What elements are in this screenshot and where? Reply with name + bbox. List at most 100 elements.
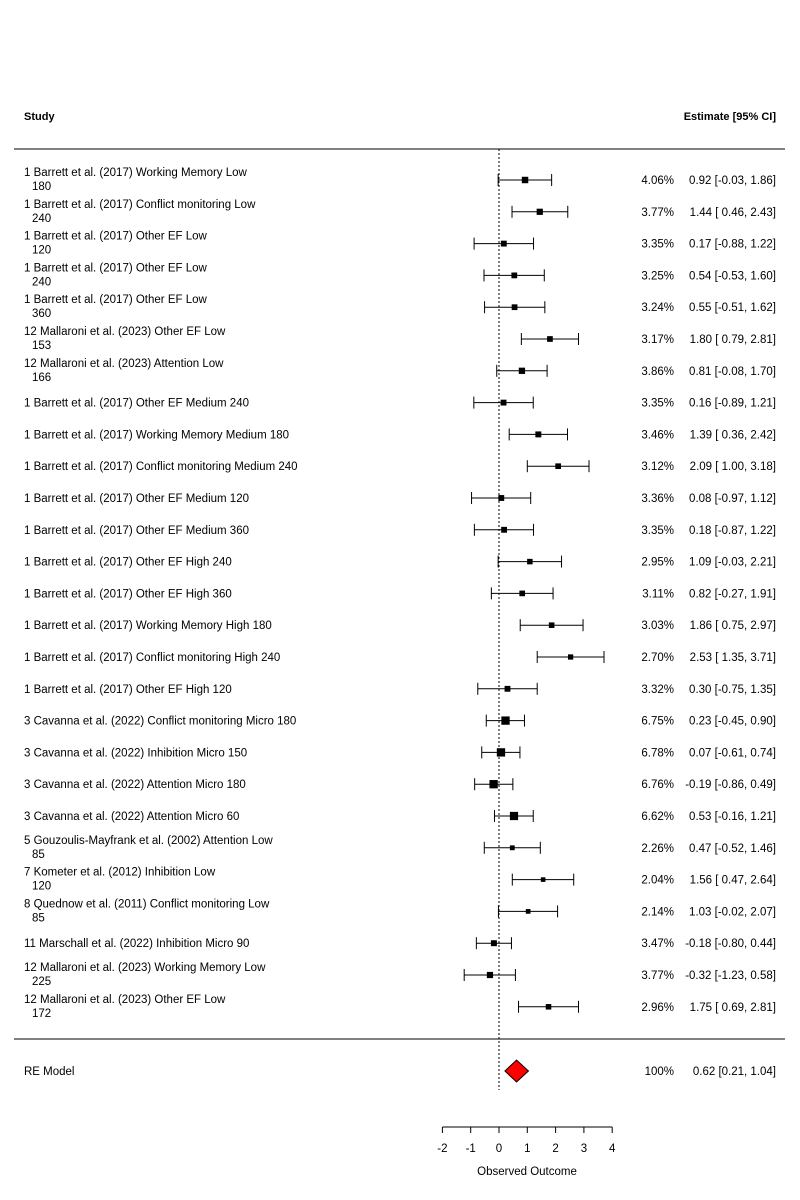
study-weight: 3.35%: [641, 239, 674, 251]
study-row: 1 Barrett et al. (2017) Other EF Low 360 3…: [24, 294, 776, 320]
study-estimate: 0.82 [-0.27, 1.91]: [689, 588, 776, 600]
point-estimate: [519, 590, 526, 597]
study-weight: 2.96%: [641, 1002, 674, 1014]
study-label: 1 Barrett et al. (2017) Other EF Medium …: [24, 398, 249, 410]
study-label-sub: 240: [32, 213, 51, 225]
study-rows: 1 Barrett et al. (2017) Working Memory L…: [24, 167, 776, 1020]
point-estimate: [567, 654, 574, 660]
study-weight: 2.26%: [641, 843, 674, 855]
study-estimate: 0.23 [-0.45, 0.90]: [689, 716, 776, 728]
study-estimate: 0.08 [-0.97, 1.12]: [689, 493, 776, 505]
study-row: 1 Barrett et al. (2017) Conflict monitor…: [24, 651, 776, 664]
study-label-sub: 225: [32, 976, 51, 988]
point-estimate: [500, 399, 507, 406]
study-estimate: 0.81 [-0.08, 1.70]: [689, 366, 776, 378]
point-estimate: [489, 780, 498, 789]
study-row: 3 Cavanna et al. (2022) Attention Micro …: [24, 778, 776, 791]
study-row: 3 Cavanna et al. (2022) Conflict monitor…: [24, 714, 776, 728]
study-row: 12 Mallaroni et al. (2023) Other EF Low 1…: [24, 326, 776, 352]
study-weight: 3.32%: [641, 684, 674, 696]
study-weight: 3.77%: [641, 207, 674, 219]
point-estimate: [511, 272, 518, 279]
study-label: 3 Cavanna et al. (2022) Attention Micro …: [24, 779, 246, 791]
study-row: 1 Barrett et al. (2017) Working Memory H…: [24, 619, 776, 632]
study-weight: 3.25%: [641, 270, 674, 282]
study-weight: 3.36%: [641, 493, 674, 505]
study-weight: 3.11%: [642, 588, 674, 600]
point-estimate: [498, 495, 505, 501]
study-weight: 2.70%: [641, 652, 674, 664]
study-label: 3 Cavanna et al. (2022) Inhibition Micro…: [24, 747, 247, 759]
point-estimate: [540, 877, 546, 882]
study-weight: 3.77%: [641, 970, 674, 982]
study-weight: 2.95%: [641, 557, 674, 569]
study-estimate: -0.19 [-0.86, 0.49]: [685, 779, 776, 791]
study-row: 1 Barrett et al. (2017) Other EF Low 120 3…: [24, 231, 776, 257]
study-estimate: -0.18 [-0.80, 0.44]: [685, 938, 776, 950]
study-label: 1 Barrett et al. (2017) Other EF Low: [24, 262, 207, 274]
study-weight: 3.12%: [641, 461, 674, 473]
point-estimate: [501, 716, 510, 725]
study-row: 1 Barrett et al. (2017) Other EF High 12…: [24, 682, 776, 696]
study-row: 1 Barrett et al. (2017) Working Memory L…: [24, 167, 776, 193]
study-row: 3 Cavanna et al. (2022) Inhibition Micro…: [24, 746, 776, 759]
point-estimate: [500, 240, 507, 247]
study-weight: 4.06%: [641, 175, 674, 187]
estimate-column-header: Estimate [95% CI]: [684, 111, 777, 123]
x-tick-label: 2: [552, 1143, 558, 1155]
x-tick-label: 3: [581, 1143, 587, 1155]
study-weight: 2.14%: [641, 906, 674, 918]
study-estimate: 0.53 [-0.16, 1.21]: [689, 811, 776, 823]
study-row: 1 Barrett et al. (2017) Other EF High 36…: [24, 587, 776, 600]
point-estimate: [545, 1004, 552, 1010]
study-estimate: 1.80 [ 0.79, 2.81]: [690, 334, 776, 346]
point-estimate: [511, 304, 518, 311]
study-label: 5 Gouzoulis-Mayfrank et al. (2002) Atten…: [24, 835, 273, 847]
point-estimate: [496, 748, 506, 757]
point-estimate: [527, 558, 533, 565]
study-estimate: 1.39 [ 0.36, 2.42]: [690, 429, 776, 441]
point-estimate: [536, 208, 543, 215]
study-row: 1 Barrett et al. (2017) Other EF Medium …: [24, 523, 776, 537]
study-estimate: 2.53 [ 1.35, 3.71]: [690, 652, 776, 664]
study-label: 11 Marschall et al. (2022) Inhibition Mi…: [24, 938, 249, 950]
x-tick-label: 1: [524, 1143, 530, 1155]
study-estimate: 0.18 [-0.87, 1.22]: [689, 525, 776, 537]
point-estimate: [486, 971, 494, 979]
x-axis: -2 -1 0 1 2 3 4: [437, 1126, 616, 1155]
x-tick-label: -2: [437, 1143, 447, 1155]
study-estimate: 0.55 [-0.51, 1.62]: [689, 302, 776, 314]
study-label: 1 Barrett et al. (2017) Conflict monitor…: [24, 652, 280, 664]
summary-estimate: 0.62 [0.21, 1.04]: [693, 1066, 776, 1078]
study-label: 1 Barrett et al. (2017) Working Memory M…: [24, 429, 289, 441]
study-label: 1 Barrett et al. (2017) Other EF Medium …: [24, 493, 249, 505]
study-estimate: 1.86 [ 0.75, 2.97]: [690, 620, 776, 632]
study-label: 3 Cavanna et al. (2022) Attention Micro …: [24, 811, 239, 823]
study-label: 1 Barrett et al. (2017) Conflict monitor…: [24, 461, 298, 473]
study-label-sub: 166: [32, 372, 51, 384]
study-estimate: 1.44 [ 0.46, 2.43]: [690, 207, 776, 219]
study-weight: 3.35%: [641, 525, 674, 537]
study-label: 1 Barrett et al. (2017) Other EF High 24…: [24, 557, 232, 569]
point-estimate: [509, 811, 519, 821]
study-row: 12 Mallaroni et al. (2023) Attention Low…: [24, 358, 776, 384]
study-estimate: 0.17 [-0.88, 1.22]: [689, 239, 776, 251]
study-column-header: Study: [24, 111, 55, 123]
study-row: 12 Mallaroni et al. (2023) Other EF Low 1…: [24, 994, 776, 1020]
study-estimate: 0.92 [-0.03, 1.86]: [689, 175, 776, 187]
study-estimate: 1.09 [-0.03, 2.21]: [689, 557, 776, 569]
study-label: 12 Mallaroni et al. (2023) Other EF Low: [24, 994, 226, 1006]
study-estimate: 0.16 [-0.89, 1.21]: [689, 398, 776, 410]
point-estimate: [548, 622, 555, 628]
x-axis-label: Observed Outcome: [477, 1166, 577, 1178]
study-label: 1 Barrett et al. (2017) Working Memory H…: [24, 620, 272, 632]
study-estimate: 0.30 [-0.75, 1.35]: [689, 684, 776, 696]
study-label: 1 Barrett et al. (2017) Other EF Medium …: [24, 525, 249, 537]
study-label-sub: 240: [32, 276, 51, 288]
study-row: 7 Kometer et al. (2012) Inhibition Low 12…: [24, 867, 776, 893]
study-weight: 3.03%: [641, 620, 674, 632]
study-label-sub: 153: [32, 340, 51, 352]
point-estimate: [490, 940, 497, 947]
study-row: 12 Mallaroni et al. (2023) Working Memor…: [24, 962, 776, 988]
study-row: 1 Barrett et al. (2017) Conflict monitor…: [24, 199, 776, 225]
